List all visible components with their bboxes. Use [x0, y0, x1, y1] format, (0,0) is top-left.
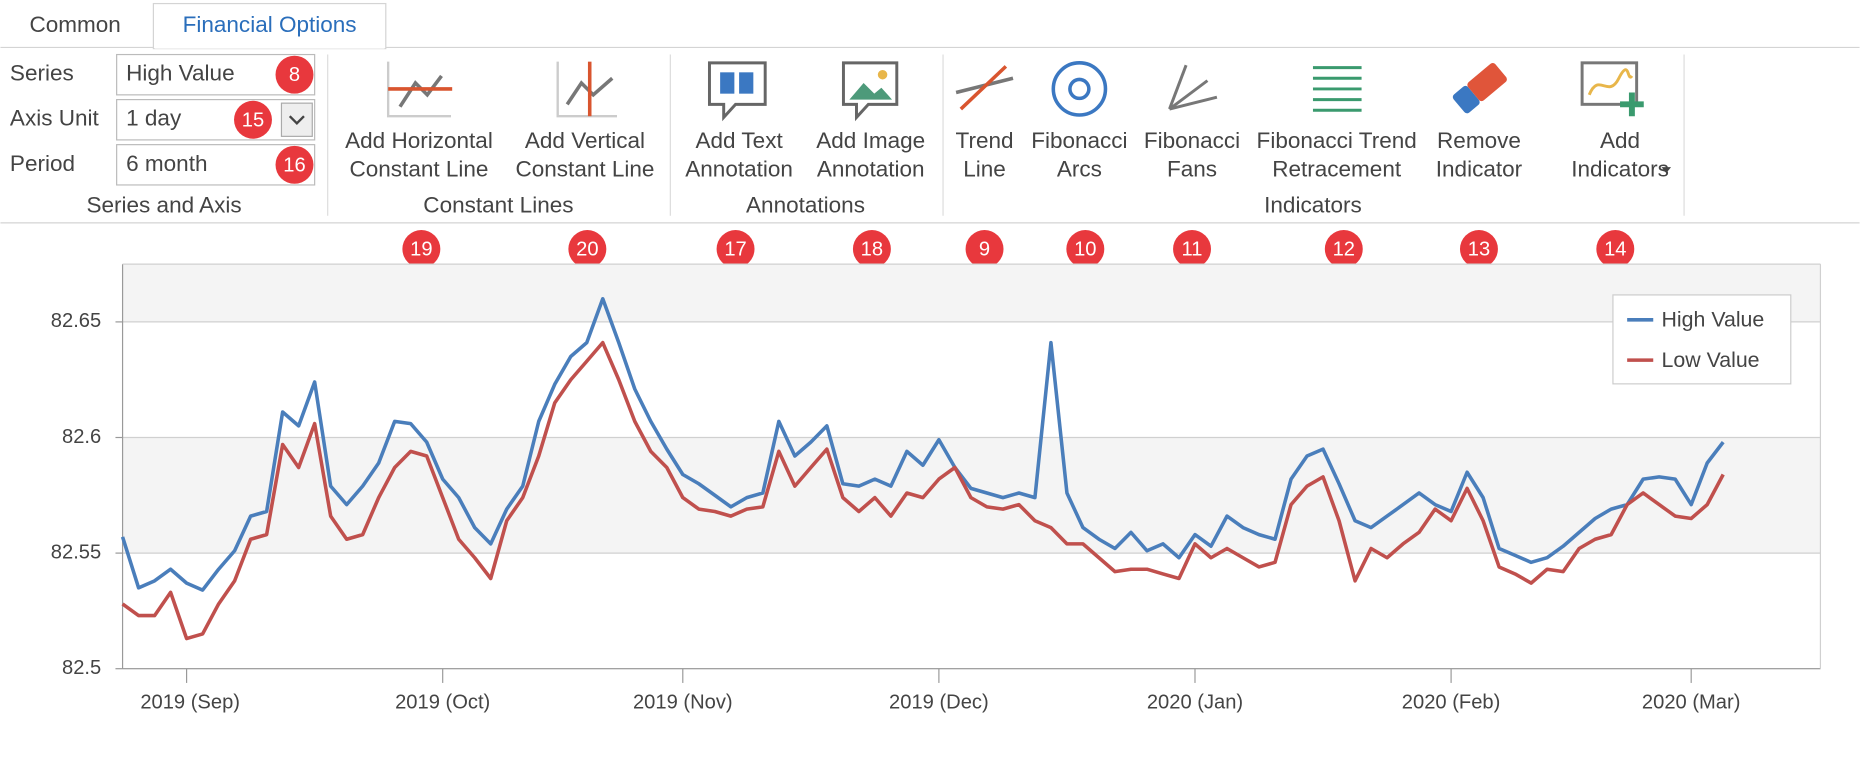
badge — [1066, 230, 1105, 268]
badge-number: 12 — [1333, 238, 1355, 260]
badge-number: 17 — [724, 238, 746, 260]
badge-number: 15 — [242, 109, 264, 131]
badge-number: 11 — [1182, 238, 1203, 260]
icon-fibonacci-arcs — [1051, 61, 1108, 117]
button-label: Add — [1600, 128, 1640, 153]
icon-fibonacci-fans — [1168, 64, 1218, 111]
group-separators — [327, 54, 1685, 216]
badge-number: 18 — [861, 238, 883, 260]
badge — [965, 230, 1004, 268]
tab-label[interactable]: Financial Options — [183, 12, 357, 37]
button-label: Add Text — [696, 128, 784, 153]
badge — [1324, 230, 1363, 268]
button-label: Add Horizontal — [345, 128, 493, 153]
x-tick-label: 2019 (Sep) — [140, 691, 240, 713]
badge-number: 13 — [1468, 238, 1490, 260]
button-label: Constant Line — [516, 157, 655, 182]
button-label: Arcs — [1057, 157, 1102, 182]
button-label: Fibonacci — [1031, 128, 1127, 153]
dropdown-chevron — [288, 115, 305, 125]
icon-text-annotation — [707, 61, 767, 122]
badge — [234, 100, 272, 139]
badge — [1596, 230, 1635, 268]
badge — [402, 230, 441, 268]
x-tick-label: 2019 (Nov) — [633, 691, 733, 713]
badge-number: 10 — [1074, 238, 1096, 260]
badge — [275, 145, 314, 184]
badge-number: 9 — [979, 238, 990, 260]
button-label: Remove — [1437, 128, 1521, 153]
x-tick-label: 2020 (Jan) — [1147, 691, 1243, 713]
button-label: Annotation — [685, 157, 793, 182]
button-label: Fibonacci Trend — [1257, 128, 1417, 153]
field-label: Axis Unit — [10, 106, 100, 131]
y-tick-label: 82.6 — [62, 426, 101, 448]
badge — [275, 55, 314, 94]
field-label: Period — [10, 151, 75, 176]
group-label: Constant Lines — [423, 192, 573, 217]
button-label: Fans — [1167, 157, 1217, 182]
badge-number: 16 — [283, 154, 305, 176]
x-tick-label: 2019 (Oct) — [395, 691, 490, 713]
x-tick-label: 2020 (Mar) — [1642, 691, 1741, 713]
icon-horizontal-line — [386, 61, 453, 118]
series-line — [121, 340, 1725, 641]
dropdown-button[interactable] — [280, 102, 313, 137]
icon-fibonacci-retracement — [1312, 66, 1362, 112]
legend-label: High Value — [1662, 308, 1765, 332]
button-label: Constant Line — [350, 157, 489, 182]
badge — [852, 230, 891, 268]
button-label: Line — [963, 157, 1006, 182]
series-line — [120, 297, 1725, 592]
group-label: Indicators — [1264, 192, 1362, 217]
button-label: Indicator — [1436, 157, 1523, 182]
button-label: Fibonacci — [1144, 128, 1240, 153]
x-tick-label: 2019 (Dec) — [889, 691, 989, 713]
tab-label[interactable]: Common — [29, 12, 120, 37]
icon-add-indicators — [1580, 61, 1644, 117]
field-label: Series — [10, 61, 74, 86]
button-label: Trend — [956, 128, 1014, 153]
button-label: Add Image — [816, 128, 925, 153]
dropdown-arrow[interactable] — [1661, 167, 1672, 174]
tab-active[interactable] — [152, 2, 387, 50]
badge — [1459, 230, 1498, 268]
y-tick-label: 82.65 — [51, 310, 101, 332]
button-label: Retracement — [1272, 157, 1402, 182]
badge-number: 20 — [576, 238, 598, 260]
interlaced-band — [122, 264, 1821, 322]
field-value: High Value — [126, 61, 234, 86]
badge — [1173, 230, 1211, 268]
field-value: 6 month — [126, 151, 207, 176]
group-label: Series and Axis — [86, 192, 241, 217]
field-value: 1 day — [126, 106, 182, 131]
button-label: Add Vertical — [525, 128, 645, 153]
button-label: Indicators — [1571, 157, 1669, 182]
group-label: Annotations — [746, 192, 865, 217]
badge-number: 8 — [289, 64, 300, 86]
badge-number: 19 — [410, 238, 432, 260]
badge — [568, 230, 607, 268]
icon-image-annotation — [841, 61, 899, 122]
y-tick-label: 82.5 — [62, 657, 101, 679]
y-tick-label: 82.55 — [51, 541, 101, 563]
icon-trend-line — [955, 65, 1014, 111]
x-tick-label: 2020 (Feb) — [1402, 691, 1501, 713]
legend — [1612, 294, 1792, 385]
button-label: Annotation — [817, 157, 925, 182]
badge-number: 14 — [1604, 238, 1626, 260]
icon-eraser — [1452, 63, 1507, 114]
badge — [716, 230, 755, 268]
legend-label: Low Value — [1662, 348, 1760, 372]
icon-vertical-line — [556, 61, 617, 118]
